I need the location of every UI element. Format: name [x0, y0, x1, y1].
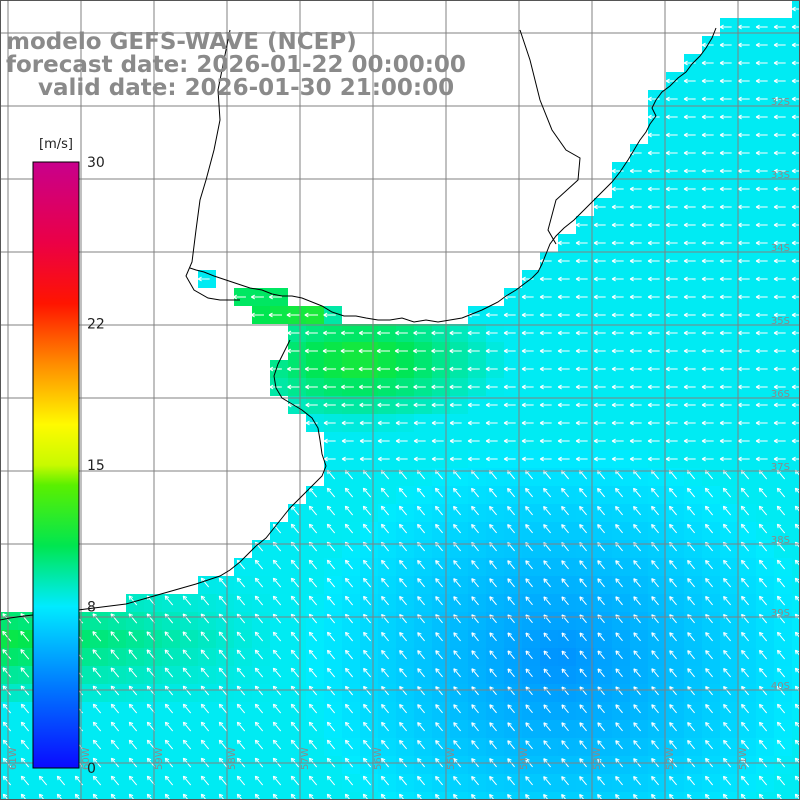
colorbar-unit: [m/s] — [39, 137, 73, 152]
lat-label: 40S — [771, 681, 790, 692]
speed-cell — [774, 792, 792, 800]
speed-cell — [198, 792, 216, 800]
speed-cell — [738, 792, 756, 800]
speed-cell — [414, 792, 432, 800]
lon-label: 56W — [373, 747, 384, 770]
colorbar-tick-label: 15 — [87, 458, 105, 474]
speed-cell — [252, 792, 270, 800]
speed-cell — [630, 792, 648, 800]
speed-cell — [756, 792, 774, 800]
lat-label: 35S — [771, 316, 790, 327]
speed-cell — [684, 792, 702, 800]
speed-cell — [0, 792, 18, 800]
title-valid-date: valid date: 2026-01-30 21:00:00 — [6, 76, 454, 100]
lon-label: 54W — [519, 747, 530, 770]
speed-cell — [612, 792, 630, 800]
lat-label: 39S — [771, 608, 790, 619]
speed-cell — [360, 792, 378, 800]
speed-cell — [234, 792, 252, 800]
speed-cell — [36, 792, 54, 800]
speed-cell — [522, 792, 540, 800]
lon-label: 51W — [738, 747, 749, 770]
lat-label: 38S — [771, 535, 790, 546]
speed-cell — [18, 792, 36, 800]
title-forecast-date: forecast date: 2026-01-22 00:00:00 — [6, 53, 466, 77]
lat-label: 33S — [771, 170, 790, 181]
lon-label: 57W — [300, 747, 311, 770]
speed-cell — [486, 792, 504, 800]
lon-label: 58W — [227, 747, 238, 770]
colorbar-tick-label: 0 — [87, 761, 96, 777]
speed-cell — [180, 792, 198, 800]
speed-cell — [720, 792, 738, 800]
speed-cell — [162, 792, 180, 800]
speed-cell — [468, 792, 486, 800]
speed-cell — [288, 792, 306, 800]
speed-cell — [558, 792, 576, 800]
lat-label: 37S — [771, 462, 790, 473]
speed-cell — [396, 792, 414, 800]
speed-cell — [144, 792, 162, 800]
speed-cell — [450, 792, 468, 800]
lon-label: 53W — [592, 747, 603, 770]
colorbar-tick-label: 30 — [87, 155, 105, 171]
speed-cell — [270, 792, 288, 800]
lon-label: 52W — [665, 747, 676, 770]
lon-label: 61W — [8, 747, 19, 770]
speed-cell — [702, 792, 720, 800]
lat-label: 32S — [771, 97, 790, 108]
title-model: modelo GEFS-WAVE (NCEP) — [6, 30, 357, 54]
colorbar-tick-label: 22 — [87, 317, 105, 333]
lon-label: 59W — [154, 747, 165, 770]
colorbar-gradient — [33, 162, 79, 768]
speed-cell — [576, 792, 594, 800]
speed-cell — [126, 792, 144, 800]
speed-cell — [108, 792, 126, 800]
speed-cell — [540, 792, 558, 800]
lat-label: 34S — [771, 243, 790, 254]
speed-cell — [648, 792, 666, 800]
colorbar-tick-label: 8 — [87, 599, 96, 615]
speed-cell — [594, 792, 612, 800]
speed-cell — [666, 792, 684, 800]
speed-cell — [432, 792, 450, 800]
speed-cell — [306, 792, 324, 800]
speed-cell — [90, 792, 108, 800]
speed-cell — [54, 792, 72, 800]
lat-label: 36S — [771, 389, 790, 400]
lon-label: 55W — [446, 747, 457, 770]
speed-cell — [378, 792, 396, 800]
speed-cell — [324, 792, 342, 800]
speed-cell — [216, 792, 234, 800]
speed-cell — [342, 792, 360, 800]
